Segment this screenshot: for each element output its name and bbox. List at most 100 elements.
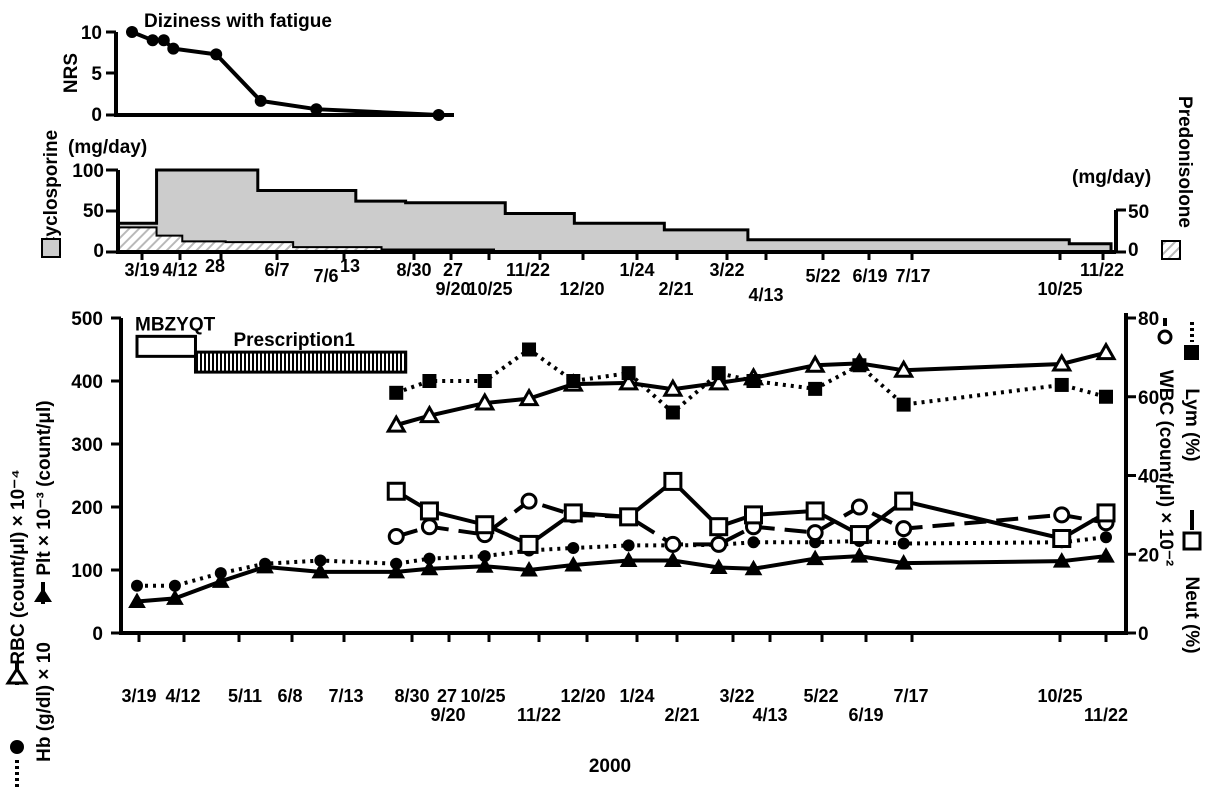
lab-x-tick-9-20-7: 9/20	[430, 705, 465, 725]
lab-panel: 0 100 200 300 400 500 0 20 40 60 80 MBZYQT Prescri…	[5, 309, 1202, 790]
predonisolone-unit: (mg/day)	[1072, 167, 1151, 188]
rbc-point-6	[662, 378, 684, 397]
prescription1-bar	[193, 350, 408, 374]
predonisolone-area	[117, 226, 496, 253]
neut-point-5	[619, 507, 639, 527]
lab-x-tick-4-13-14: 4/13	[752, 705, 787, 725]
lab-x-tick-10-25-18: 10/25	[1037, 686, 1082, 706]
predonisolone-axis-label: Predonisolone	[1174, 96, 1195, 228]
plt-point-11	[664, 551, 682, 568]
lym-point-4	[566, 374, 581, 388]
hb-point-6	[423, 552, 436, 565]
treatment-bars: MBZYQT Prescription1	[135, 314, 408, 374]
lym-point-5	[621, 366, 636, 381]
rbc-point-1	[418, 404, 441, 424]
hb-point-0	[131, 579, 143, 592]
right-tick-label-80: 80	[1138, 309, 1159, 330]
dose-x-tick-11-22-10: 11/22	[506, 260, 550, 280]
lab-x-tick-7-17-17: 7/17	[893, 686, 928, 706]
plt-point-7	[475, 557, 494, 573]
plt-legend-marker	[34, 582, 52, 604]
dose-panel: Cyclosporine (mg/day) 100 50 0 Predoniso…	[41, 96, 1195, 305]
cyclosporine-legend-swatch	[41, 238, 61, 258]
hb-point-13	[747, 536, 760, 549]
cyclosporine-axis-label: Cyclosporine	[41, 130, 62, 250]
plt-point-4	[311, 562, 330, 579]
hb-point-1	[168, 579, 181, 592]
lab-x-tick-11-22-19: 11/22	[1084, 705, 1128, 725]
neut-point-8	[743, 505, 763, 525]
neut-point-6	[663, 471, 683, 491]
cyclosporine-tick-100: 100	[72, 161, 104, 182]
lab-x-tick-27-6: 27	[437, 686, 457, 706]
left-axis-legend: RBC (count/μl) × 10⁻⁴ Plt × 10⁻³ (count/…	[5, 400, 55, 790]
lym-point-9	[808, 381, 823, 396]
neut-point-9	[805, 501, 825, 521]
dose-x-tick-4-12-1: 4/12	[162, 260, 197, 280]
hb-point-10	[622, 539, 635, 552]
rbc-point-5	[618, 371, 640, 391]
cyclosporine-area	[116, 168, 1113, 254]
hb-point-5	[390, 557, 403, 570]
cyclosporine-unit: (mg/day)	[68, 137, 147, 158]
dose-series	[116, 168, 1113, 254]
wbc-point-9	[806, 524, 824, 542]
hb-point-3	[259, 557, 272, 570]
lab-x-tick-10-25-8: 10/25	[460, 686, 505, 706]
prescription1-label: Prescription1	[233, 330, 355, 351]
plt-point-1	[166, 589, 184, 605]
dose-x-tick-3-19-0: 3/19	[124, 260, 159, 280]
diziness-with-fatigue-point-0	[126, 26, 138, 38]
dose-x-tick-7-17-18: 7/17	[895, 266, 930, 286]
dose-x-tick-10-25-19: 10/25	[1037, 279, 1082, 299]
plt-point-2	[211, 572, 230, 588]
left-tick-label-0: 0	[92, 624, 103, 645]
plt-point-0	[128, 592, 146, 608]
hb-axis-label: Hb (g/dl) × 10	[34, 642, 55, 762]
plt-point-5	[387, 562, 406, 579]
dose-x-tick-10-25-9: 10/25	[467, 279, 512, 299]
plt-axis-label: Plt × 10⁻³ (count/μl)	[34, 400, 55, 575]
right-tick-label-0: 0	[1138, 624, 1149, 645]
dose-x-tick-11-22-20: 11/22	[1080, 260, 1124, 280]
plt-point-6	[420, 559, 439, 576]
mbzyqt-bar	[135, 334, 197, 358]
right-tick-label-20: 20	[1138, 545, 1159, 566]
lym-point-8	[746, 374, 761, 388]
neut-point-7	[709, 517, 729, 537]
diziness-with-fatigue-line	[131, 30, 439, 117]
dose-x-tick-27-7: 27	[443, 260, 463, 280]
lym-legend-marker	[1184, 322, 1199, 360]
diziness-with-fatigue-point-5	[254, 94, 267, 107]
rbc-point-0	[385, 414, 407, 433]
lab-left-axis-ticks: 0 100 200 300 400 500	[71, 309, 121, 645]
dose-x-tick-3-22-14: 3/22	[709, 260, 744, 280]
lab-x-tick-8-30-5: 8/30	[394, 686, 429, 706]
dose-x-tick-9-20-8: 9/20	[435, 279, 470, 299]
lab-x-tick-11-22-9: 11/22	[517, 705, 561, 725]
predonisolone-tick-50: 50	[1128, 202, 1149, 223]
rbc-line	[395, 350, 1107, 428]
diziness-with-fatigue-point-6	[310, 103, 323, 116]
lab-x-tick-3-19-0: 3/19	[121, 686, 156, 706]
nrs-tick-0: 0	[91, 105, 102, 126]
dose-x-tick-2-21-13: 2/21	[658, 279, 693, 299]
plt-point-17	[1052, 552, 1071, 568]
right-axis-legend: Lym (%) WBC (count/μl) × 10⁻² Neut (%)	[1155, 318, 1202, 654]
mbzyqt-label: MBZYQT	[135, 314, 216, 335]
nrs-series	[126, 26, 445, 121]
wbc-point-3	[520, 492, 538, 510]
neut-legend-marker	[1182, 510, 1202, 551]
neut-point-2	[475, 515, 495, 535]
plt-point-16	[894, 554, 913, 570]
lym-point-12	[1054, 377, 1069, 392]
lym-axis-label: Lym (%)	[1181, 388, 1202, 461]
left-tick-label-200: 200	[71, 498, 103, 519]
lab-right-axis-ticks: 0 20 40 60 80	[1126, 309, 1159, 645]
dose-x-ticks: 3/19 4/12 28 6/7 7/6 13 8/30 279/2010/2511/2212…	[124, 252, 1124, 305]
hb-point-7	[478, 550, 491, 563]
lym-line	[395, 347, 1107, 416]
dose-x-tick-4-13-15: 4/13	[748, 285, 783, 305]
left-tick-label-300: 300	[71, 435, 103, 456]
